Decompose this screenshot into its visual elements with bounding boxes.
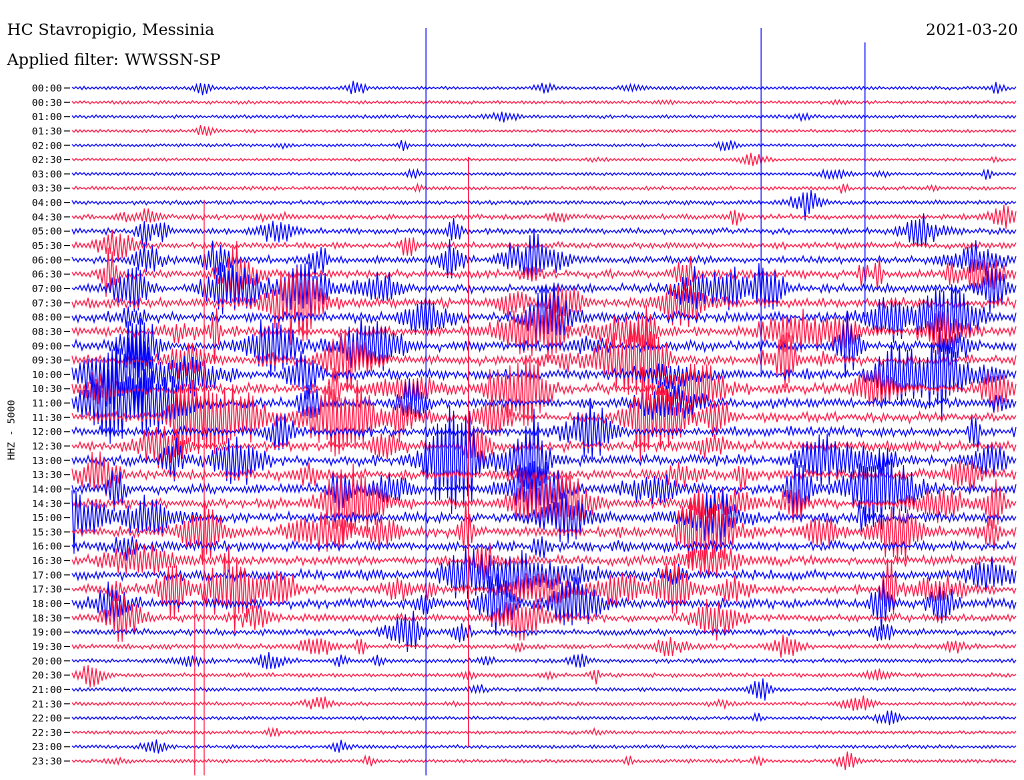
time-tick-label: 13:00 [32, 456, 62, 467]
time-tick-label: 16:30 [32, 556, 62, 567]
time-tick-label: 09:30 [32, 356, 62, 367]
trace-line-2100 [71, 678, 1017, 701]
trace-line-2000 [71, 652, 1017, 670]
trace-line-2330 [71, 751, 1017, 771]
time-tick-label: 14:00 [32, 484, 62, 495]
time-tick-label: 06:00 [32, 255, 62, 266]
trace-line-0230 [71, 152, 1017, 167]
time-tick-label: 19:00 [32, 628, 62, 639]
time-tick-label: 03:30 [32, 184, 62, 195]
time-tick-label: 00:30 [32, 98, 62, 109]
time-tick-label: 21:00 [32, 685, 62, 696]
trace-line-1500 [71, 487, 1017, 554]
trace-line-1600 [71, 536, 1017, 561]
filter-label: Applied filter: [7, 50, 119, 69]
trace-line-1300 [71, 405, 1017, 515]
trace-line-1800 [71, 573, 1017, 636]
trace-line-1130 [71, 366, 1017, 461]
trace-line-0700 [71, 261, 1017, 319]
time-tick-label: 08:00 [32, 313, 62, 324]
time-tick-label: 18:00 [32, 599, 62, 610]
trace-line-0500 [71, 213, 1017, 248]
time-tick-label: 22:30 [32, 728, 62, 739]
trace-line-0000 [71, 80, 1017, 96]
time-tick-label: 04:00 [32, 198, 62, 209]
trace-line-1030 [71, 355, 1017, 426]
trace-line-0600 [71, 229, 1017, 282]
time-tick-label: 03:00 [32, 169, 62, 180]
time-tick-label: 01:30 [32, 126, 62, 137]
trace-line-2300 [71, 739, 1017, 754]
trace-line-1730 [71, 546, 1017, 634]
time-tick-label: 20:00 [32, 656, 62, 667]
trace-line-1200 [71, 401, 1017, 460]
time-tick-label: 17:30 [32, 585, 62, 596]
trace-line-0430 [71, 204, 1017, 229]
time-tick-label: 07:00 [32, 284, 62, 295]
trace-line-0530 [71, 229, 1017, 263]
time-tick-label: 14:30 [32, 499, 62, 510]
time-tick-label: 12:00 [32, 427, 62, 438]
trace-line-0900 [71, 312, 1017, 378]
trace-line-1930 [71, 634, 1017, 658]
time-tick-label: 09:00 [32, 341, 62, 352]
time-tick-label: 07:30 [32, 298, 62, 309]
time-tick-label: 11:00 [32, 399, 62, 410]
time-tick-label: 00:00 [32, 84, 62, 95]
time-tick-label: 15:30 [32, 527, 62, 538]
trace-line-0130 [71, 124, 1017, 137]
trace-line-0400 [71, 189, 1017, 221]
trace-line-0100 [71, 111, 1017, 123]
trace-line-1900 [71, 610, 1017, 653]
time-tick-label: 22:00 [32, 714, 62, 725]
trace-line-0730 [71, 267, 1017, 345]
filter-line: Applied filter: WWSSN-SP [7, 51, 220, 69]
station-title: HC Stavropigio, Messinia [7, 20, 215, 39]
time-tick-label: 11:30 [32, 413, 62, 424]
time-tick-label: 01:00 [32, 112, 62, 123]
trace-line-1000 [71, 327, 1017, 420]
time-tick-label: 12:30 [32, 442, 62, 453]
time-tick-label: 13:30 [32, 470, 62, 481]
time-tick-label: 21:30 [32, 699, 62, 710]
time-tick-label: 05:00 [32, 227, 62, 238]
trace-line-0330 [71, 182, 1017, 194]
plot-date: 2021-03-20 [925, 20, 1018, 39]
time-tick-label: 19:30 [32, 642, 62, 653]
time-tick-label: 02:00 [32, 141, 62, 152]
trace-line-2030 [71, 664, 1017, 688]
time-tick-label: 16:00 [32, 542, 62, 553]
trace-line-0030 [71, 98, 1017, 106]
trace-line-2200 [71, 710, 1017, 726]
trace-line-0830 [71, 299, 1017, 364]
trace-line-0930 [71, 305, 1017, 401]
trace-line-1830 [71, 595, 1017, 642]
trace-line-0300 [71, 167, 1017, 181]
time-tick-label: 20:30 [32, 671, 62, 682]
time-tick-label: 23:30 [32, 757, 62, 768]
time-tick-label: 08:30 [32, 327, 62, 338]
time-tick-label: 18:30 [32, 613, 62, 624]
filter-name: WWSSN-SP [124, 50, 221, 69]
trace-line-0630 [71, 240, 1017, 311]
time-tick-label: 06:30 [32, 270, 62, 281]
time-tick-label: 17:00 [32, 570, 62, 581]
time-tick-label: 10:00 [32, 370, 62, 381]
trace-line-0800 [71, 282, 1017, 350]
time-tick-label: 15:00 [32, 513, 62, 524]
time-tick-label: 02:30 [32, 155, 62, 166]
time-tick-label: 23:00 [32, 742, 62, 753]
time-tick-label: 05:30 [32, 241, 62, 252]
time-tick-label: 04:30 [32, 212, 62, 223]
trace-line-1100 [71, 353, 1017, 444]
time-tick-label: 10:30 [32, 384, 62, 395]
trace-line-2230 [71, 726, 1017, 738]
trace-line-2130 [71, 695, 1017, 711]
trace-line-0200 [71, 139, 1017, 152]
trace-line-1530 [71, 492, 1017, 568]
